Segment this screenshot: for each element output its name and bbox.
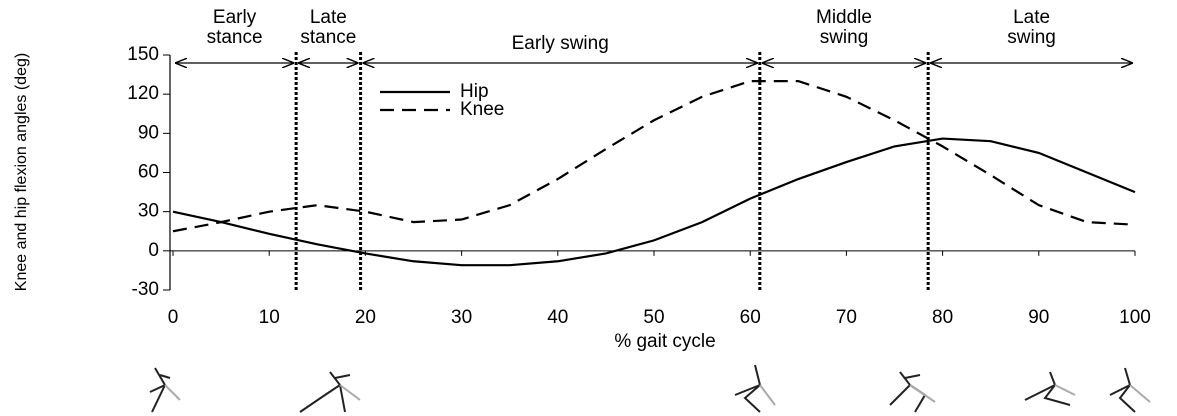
- x-tick-label: 50: [643, 307, 664, 328]
- x-tick-label: 20: [355, 307, 376, 328]
- y-tick-label: 150: [127, 44, 159, 65]
- series-line: [172, 80, 1136, 233]
- y-tick-label: 60: [138, 162, 159, 183]
- x-tick-label: 90: [1028, 307, 1049, 328]
- phase-label: Early swing: [512, 33, 609, 54]
- phase-label: stance: [300, 27, 356, 48]
- x-tick-label: 80: [932, 307, 953, 328]
- x-tick-label: 60: [740, 307, 761, 328]
- series-line: [172, 137, 1136, 267]
- x-axis-label: % gait cycle: [614, 331, 715, 352]
- y-tick-label: 90: [138, 122, 159, 143]
- phase-label: stance: [207, 27, 263, 48]
- x-tick-label: 0: [168, 307, 179, 328]
- phase-label: swing: [1007, 27, 1056, 48]
- stick-figures: [149, 364, 1136, 413]
- y-tick-label: -30: [132, 279, 159, 300]
- phase-label: Late: [310, 7, 347, 28]
- x-tick-label: 100: [1119, 307, 1151, 328]
- y-tick-label: 0: [148, 240, 159, 261]
- phase-label: Early: [213, 7, 257, 28]
- x-tick-label: 70: [836, 307, 857, 328]
- x-tick-label: 40: [547, 307, 568, 328]
- y-axis-label: Knee and hip flexion angles (deg): [13, 53, 30, 291]
- phase-label: Late: [1013, 7, 1050, 28]
- phase-label: swing: [820, 27, 869, 48]
- x-tick-label: 10: [259, 307, 280, 328]
- y-tick-label: 120: [127, 83, 159, 104]
- phase-label: Middle: [816, 7, 872, 28]
- legend-label: Knee: [460, 99, 504, 120]
- legend-label: Hip: [460, 81, 489, 102]
- x-tick-label: 30: [451, 307, 472, 328]
- y-tick-label: 30: [138, 201, 159, 222]
- stick-figures-shadow: [164, 384, 1151, 406]
